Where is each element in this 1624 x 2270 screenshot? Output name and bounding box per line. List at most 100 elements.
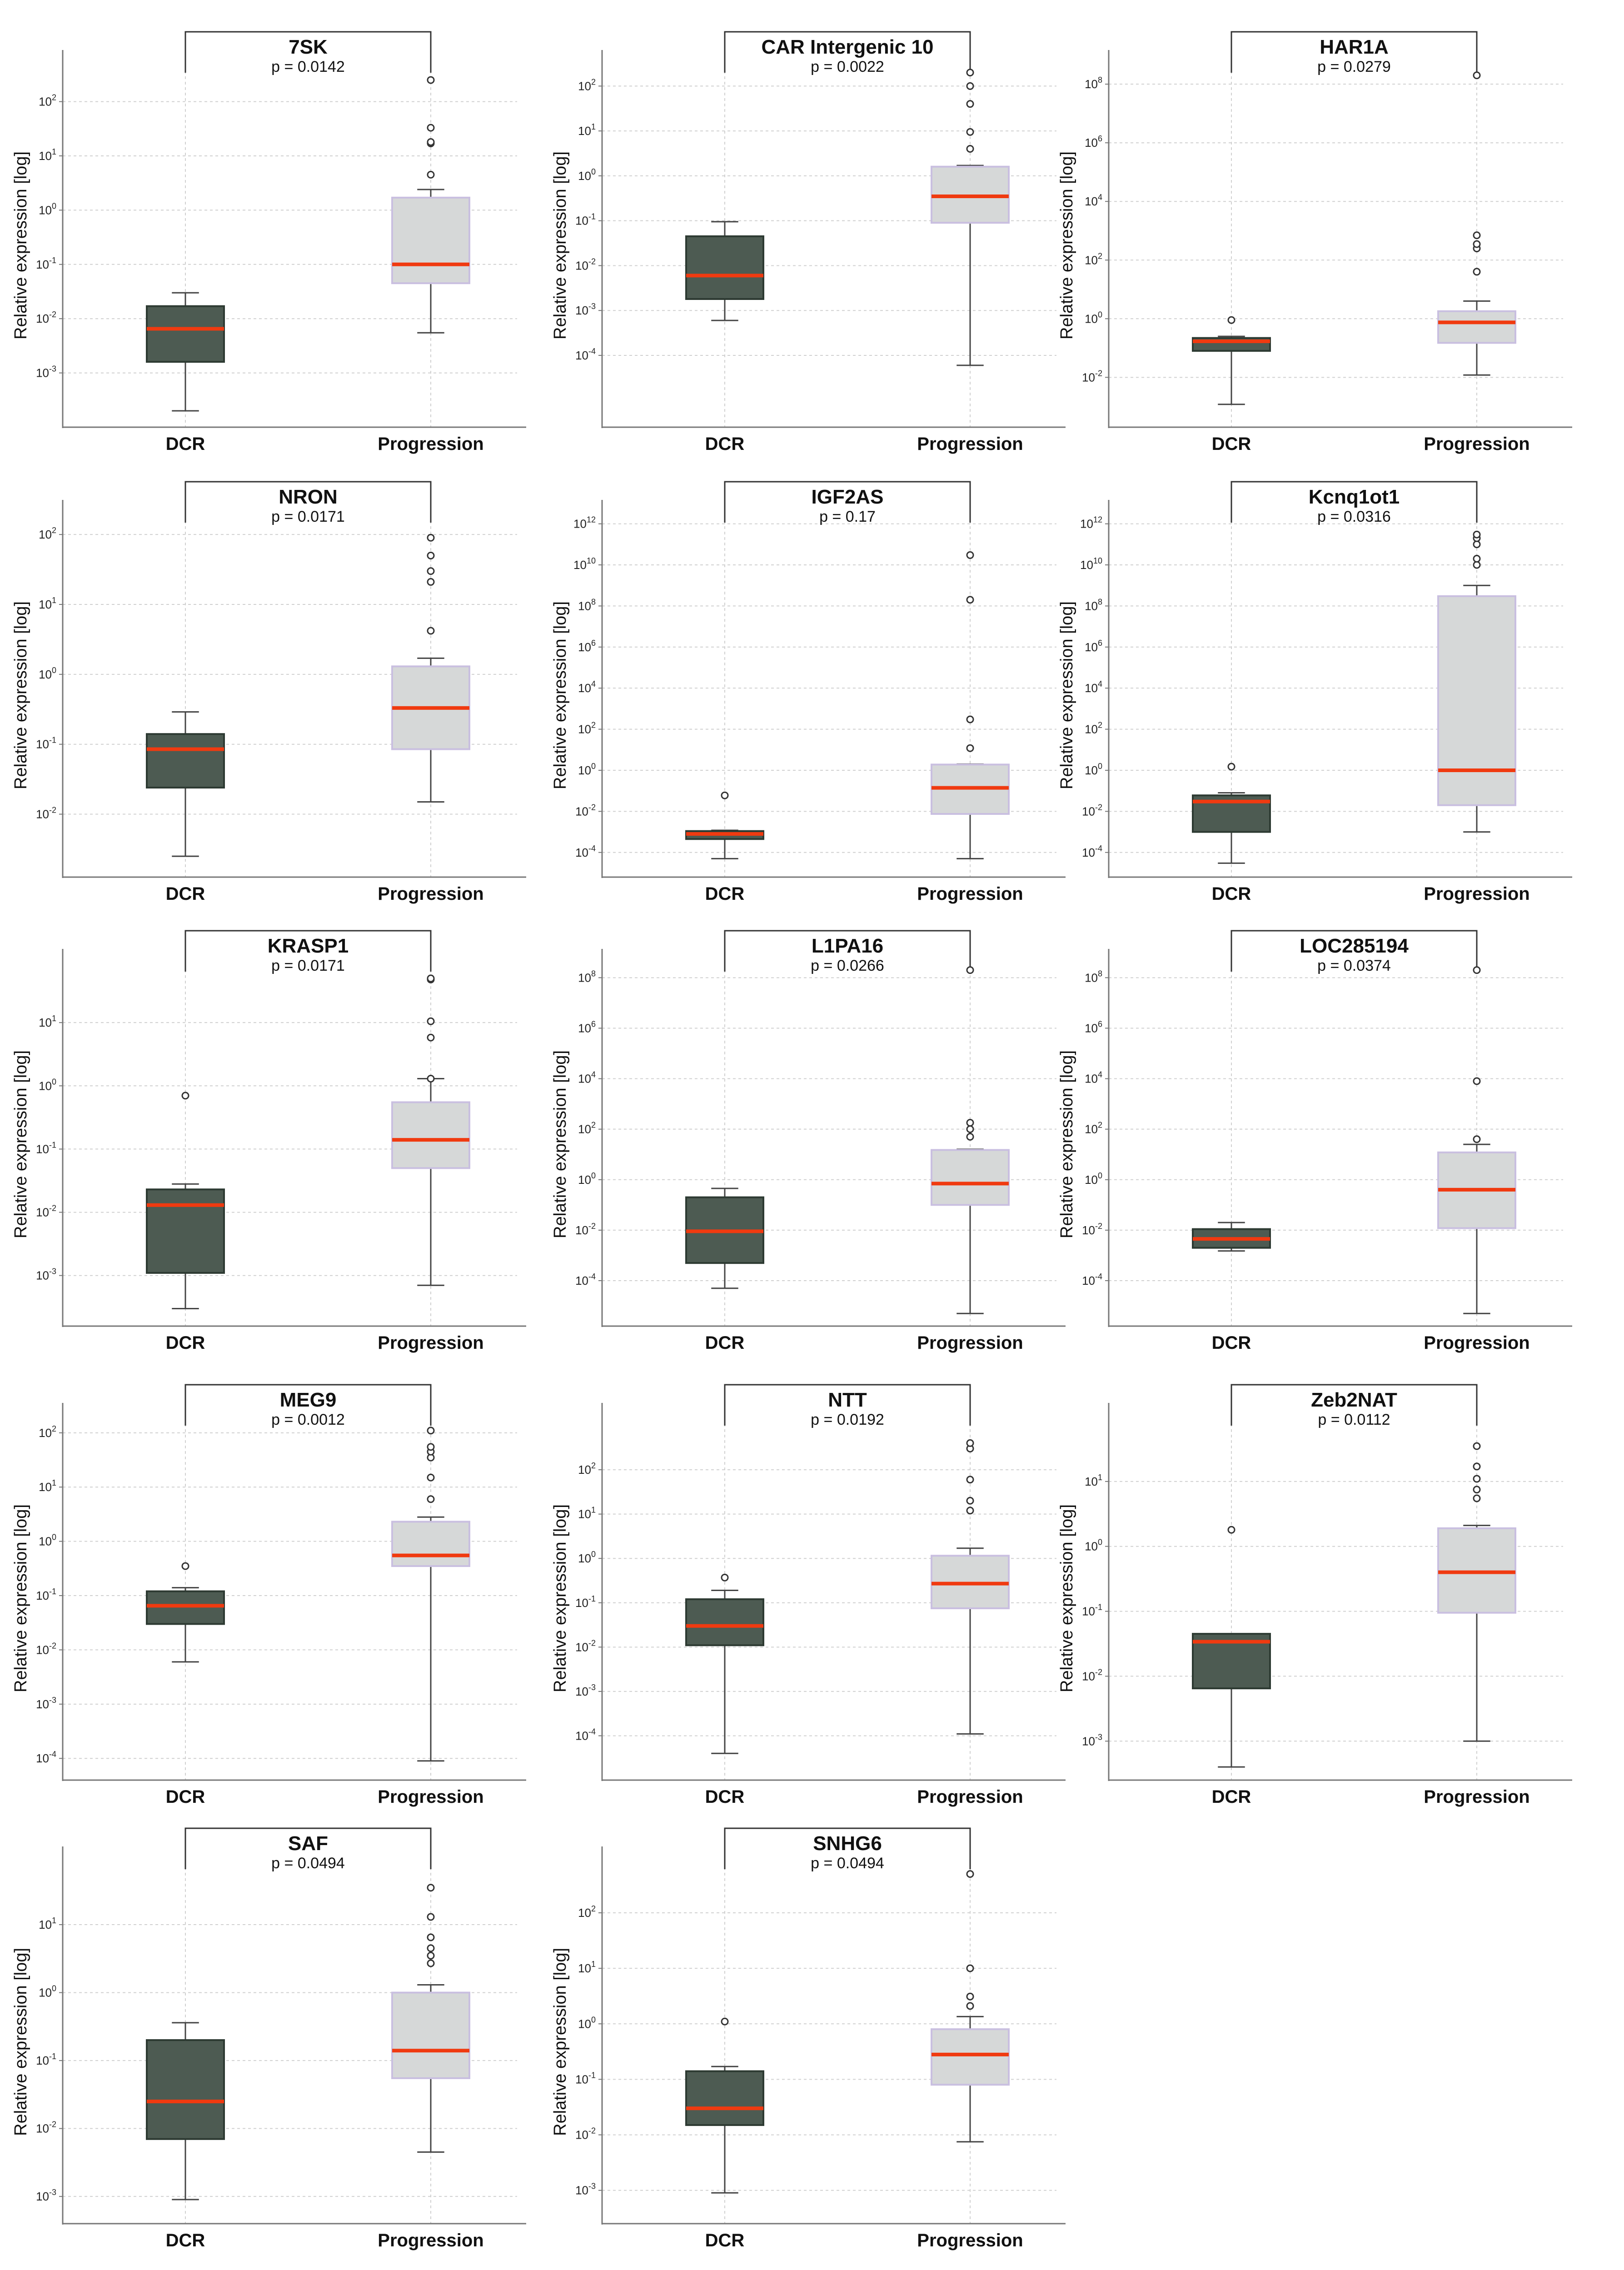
outlier-point <box>1473 231 1481 239</box>
y-tick-label: 104 <box>1085 1070 1102 1086</box>
y-axis-label: Relative expression [log] <box>1057 1504 1076 1692</box>
y-tick-label: 101 <box>39 1916 56 1931</box>
y-tick-label: 100 <box>1085 762 1102 777</box>
category-label: DCR <box>705 884 745 904</box>
outlier-point <box>427 1913 435 1921</box>
outlier-point <box>427 138 435 146</box>
box-progression <box>391 1101 470 1169</box>
category-label: DCR <box>705 1333 745 1353</box>
outlier-point <box>1473 540 1481 549</box>
outlier-point <box>966 1964 974 1972</box>
y-tick-label: 10-1 <box>36 1140 56 1156</box>
category-label: DCR <box>705 2230 745 2250</box>
category-label: Progression <box>1424 1787 1529 1807</box>
y-tick-label: 100 <box>39 1984 56 2000</box>
y-tick-label: 10-2 <box>36 310 56 325</box>
outlier-point <box>966 1125 974 1133</box>
outlier-point <box>427 534 435 542</box>
category-label: DCR <box>166 884 205 904</box>
outlier-point <box>427 1443 435 1451</box>
y-tick-label: 102 <box>578 1461 596 1477</box>
outlier-point <box>966 596 974 604</box>
y-axis-label: Relative expression [log] <box>1057 601 1076 789</box>
y-tick-label: 10-1 <box>36 736 56 751</box>
category-label: DCR <box>705 434 745 454</box>
y-tick-label: 10-2 <box>1082 1222 1102 1237</box>
y-tick-label: 10-2 <box>575 1222 596 1237</box>
box-progression <box>391 1521 470 1567</box>
y-tick-label: 100 <box>578 2015 596 2031</box>
y-tick-label: 10-4 <box>575 1272 596 1287</box>
p-value: p = 0.0374 <box>1317 957 1391 974</box>
outlier-point <box>966 82 974 90</box>
category-label: Progression <box>917 1333 1023 1353</box>
chart-panel: 10-4 10-2 100 102 104 106 108 1010 1012 Relative … <box>551 481 1066 904</box>
category-label: Progression <box>1424 884 1529 904</box>
outlier-point <box>1473 240 1481 248</box>
y-tick-label: 102 <box>578 77 596 93</box>
category-label: Progression <box>378 1333 483 1353</box>
outlier-point <box>427 551 435 559</box>
y-tick-label: 108 <box>1085 597 1102 613</box>
box-dcr <box>685 1598 764 1646</box>
y-tick-label: 10-2 <box>36 1641 56 1656</box>
y-axis-label: Relative expression [log] <box>11 1948 30 2136</box>
significance-bracket <box>1230 481 1478 523</box>
significance-bracket <box>724 930 971 972</box>
p-value: p = 0.0171 <box>271 508 345 525</box>
outlier-point <box>1473 1494 1481 1502</box>
outlier-point <box>427 567 435 575</box>
category-label: DCR <box>705 1787 745 1807</box>
category-label: DCR <box>1212 884 1251 904</box>
outlier-point <box>427 1495 435 1503</box>
y-tick-label: 100 <box>39 1533 56 1548</box>
y-tick-label: 10-1 <box>1082 1603 1102 1618</box>
outlier-point <box>427 1951 435 1960</box>
box-progression <box>931 1149 1010 1206</box>
box-progression <box>391 196 470 284</box>
outlier-point <box>1473 1442 1481 1450</box>
outlier-point <box>427 1944 435 1952</box>
outlier-point <box>721 791 729 799</box>
significance-bracket <box>184 31 432 73</box>
y-tick-label: 10-3 <box>36 1267 56 1282</box>
p-value: p = 0.0316 <box>1317 508 1391 525</box>
y-tick-label: 104 <box>1085 679 1102 695</box>
outlier-point <box>1473 1077 1481 1085</box>
box-dcr <box>146 733 225 789</box>
y-tick-label: 106 <box>1085 1019 1102 1035</box>
y-axis-label: Relative expression [log] <box>11 1504 30 1692</box>
significance-bracket <box>184 481 432 523</box>
outlier-point <box>427 1473 435 1482</box>
significance-bracket <box>184 1827 432 1869</box>
y-tick-label: 104 <box>578 679 596 695</box>
significance-bracket <box>724 1827 971 1869</box>
y-tick-label: 10-3 <box>575 302 596 317</box>
significance-bracket <box>184 930 432 972</box>
outlier-point <box>427 627 435 635</box>
panel-title: L1PA16 <box>812 935 883 957</box>
y-tick-label: 10-2 <box>1082 803 1102 818</box>
y-tick-label: 101 <box>1085 1473 1102 1488</box>
box-dcr <box>146 1590 225 1625</box>
y-tick-label: 10-4 <box>575 1727 596 1742</box>
p-value: p = 0.0012 <box>271 1411 345 1428</box>
y-tick-label: 100 <box>1085 1538 1102 1553</box>
y-tick-label: 1010 <box>1080 556 1102 572</box>
outlier-point <box>966 145 974 153</box>
outlier-point <box>181 1562 189 1570</box>
y-tick-label: 101 <box>39 1478 56 1494</box>
y-tick-label: 104 <box>1085 193 1102 208</box>
box-dcr <box>146 305 225 363</box>
outlier-point <box>427 1017 435 1025</box>
chart-panel: 10-3 10-2 10-1 100 101 102 Relative expression… <box>11 31 526 454</box>
y-tick-label: 102 <box>1085 721 1102 736</box>
y-tick-label: 101 <box>39 147 56 163</box>
y-tick-label: 10-2 <box>36 1204 56 1219</box>
category-label: Progression <box>378 1787 483 1807</box>
y-tick-label: 102 <box>39 93 56 109</box>
outlier-point <box>1473 268 1481 276</box>
outlier-point <box>427 578 435 586</box>
outlier-point <box>427 124 435 132</box>
